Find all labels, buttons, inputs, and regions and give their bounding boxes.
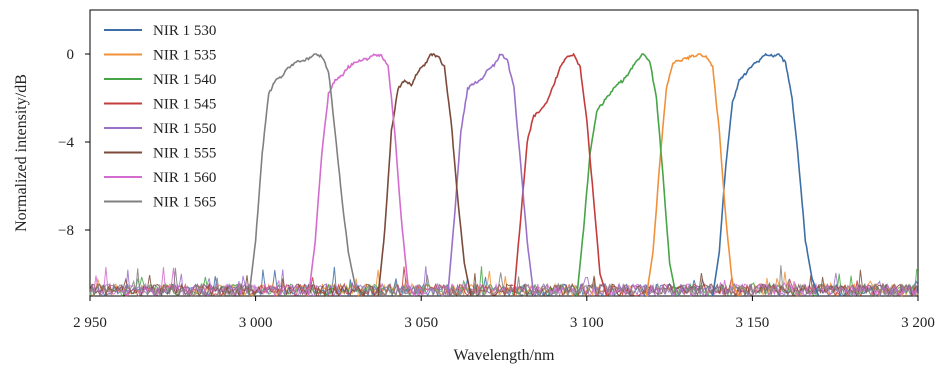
y-tick-label: 0 [67, 47, 75, 63]
noise-floor-line [89, 267, 250, 298]
y-tick-label: −8 [58, 223, 74, 239]
noise-floor-line [738, 271, 919, 298]
noise-floor-layer [89, 265, 919, 298]
legend-label: NIR 1 560 [153, 170, 216, 186]
series-line [307, 53, 416, 297]
series-line [711, 52, 820, 297]
noise-floor-line [89, 275, 379, 298]
x-axis: 2 950 3 000 3 050 3 100 3 150 3 200 [73, 296, 935, 331]
plot-frame [89, 9, 919, 297]
x-tick-label: 3 100 [570, 315, 604, 331]
series-line [576, 53, 677, 297]
y-axis-title: Normalized intensity/dB [13, 74, 30, 232]
legend-label: NIR 1 550 [153, 121, 216, 137]
x-tick-label: 3 000 [239, 315, 273, 331]
series-line [645, 53, 740, 297]
x-tick-label: 2 950 [73, 315, 107, 331]
legend-label: NIR 1 530 [153, 23, 216, 39]
noise-floor-line [533, 272, 918, 298]
x-tick-label: 3 200 [901, 315, 935, 331]
legend-label: NIR 1 555 [153, 146, 216, 162]
y-tick-label: −4 [58, 135, 74, 151]
noise-floor-line [414, 279, 918, 298]
noise-floor-line [361, 265, 919, 298]
legend-label: NIR 1 535 [153, 48, 216, 64]
series-line [513, 52, 608, 297]
legend-label: NIR 1 540 [153, 72, 216, 88]
series-line [446, 53, 535, 297]
series-layer [248, 52, 820, 297]
legend-label: NIR 1 545 [153, 97, 216, 113]
legend-label: NIR 1 565 [153, 195, 216, 211]
x-tick-label: 3 150 [736, 315, 770, 331]
x-axis-title: Wavelength/nm [454, 347, 555, 364]
series-line [248, 53, 363, 297]
noise-floor-line [470, 269, 919, 298]
noise-floor-line [89, 267, 310, 298]
legend: NIR 1 530 NIR 1 535 NIR 1 540 NIR 1 545 NIR … [104, 23, 216, 211]
y-axis: 0 −4 −8 [58, 47, 90, 239]
x-tick-label: 3 050 [404, 315, 438, 331]
